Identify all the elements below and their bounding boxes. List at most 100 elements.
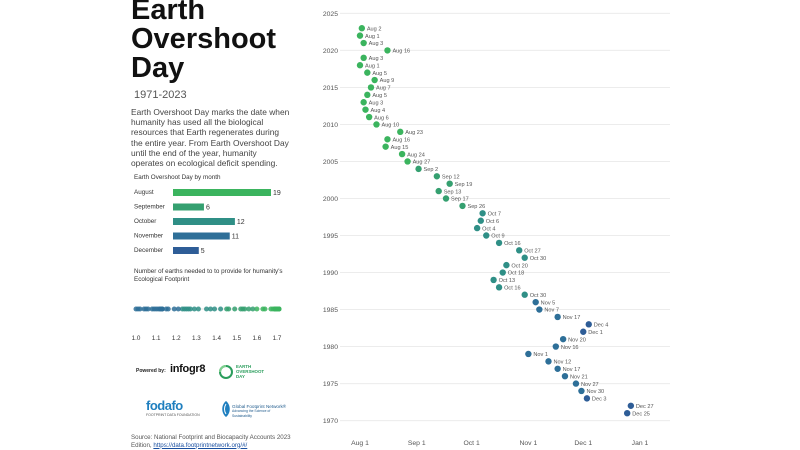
overshoot-day-logo-text: EARTH OVERSHOOT DAY (236, 364, 264, 379)
fodafo-wordmark: fodafo (146, 398, 183, 413)
data-point (433, 173, 441, 180)
y-tick-label: 1990 (323, 270, 338, 277)
point-label: Dec 4 (594, 323, 609, 329)
earth-dot (135, 306, 141, 312)
y-tick-label: 1970 (323, 418, 338, 425)
overshoot-day-scatter: 1970 1975 1980 1985 1990 1995 2000 2005 2010 2015… (323, 11, 670, 447)
overshoot-day-logo[interactable]: EARTH OVERSHOOT DAY (218, 363, 290, 383)
data-point (499, 269, 506, 276)
point-label: Aug 3 (369, 56, 384, 62)
point-label: Nov 21 (570, 374, 588, 380)
y-tick-label: 1995 (323, 233, 338, 240)
source-link[interactable]: https://data.footprintnetwork.org/#/ (153, 441, 248, 449)
point-label: Aug 5 (372, 71, 387, 77)
month-bar-chart: August 19 September 6 October 12 November 11 Dec… (134, 189, 281, 255)
earths-tick-label: 1.6 (252, 335, 261, 342)
data-point (373, 121, 380, 128)
point-label: Aug 10 (381, 123, 399, 129)
point-label: Nov 7 (544, 308, 559, 314)
point-label: Nov 5 (541, 300, 556, 306)
data-point (559, 335, 567, 343)
data-point (532, 298, 539, 306)
bar-category-label: December (134, 247, 163, 254)
earth-dot (232, 306, 238, 312)
data-point (536, 306, 543, 313)
data-point (516, 247, 523, 254)
earth-dot (272, 306, 278, 312)
point-label: Dec 27 (636, 404, 654, 410)
data-point (525, 350, 532, 358)
point-label: Oct 4 (482, 226, 495, 232)
point-label: Nov 30 (586, 389, 604, 395)
data-point (503, 261, 510, 269)
page-title: Earth Overshoot Day (131, 0, 276, 83)
y-tick-label: 1980 (323, 344, 338, 351)
point-label: Aug 24 (407, 152, 425, 158)
point-label: Aug 4 (370, 108, 385, 114)
data-point (554, 365, 561, 372)
title-line-3: Day (131, 52, 185, 84)
bar (173, 203, 204, 211)
title-line-2: Overshoot (131, 23, 277, 55)
data-point (552, 343, 560, 350)
data-point (473, 224, 481, 232)
bar (173, 189, 271, 196)
infogr8-logo[interactable]: infogr8 (170, 363, 206, 375)
data-point (583, 395, 591, 402)
earth-dot (149, 306, 155, 312)
globe-icon (222, 401, 230, 417)
earth-dot (246, 306, 252, 312)
data-point (627, 402, 635, 409)
fodafo-logo[interactable]: fodafo FOOTPRINT DATA FOUNDATION (146, 398, 206, 424)
earth-dot (268, 306, 274, 312)
earths-tick-label: 1.7 (273, 335, 282, 342)
y-tick-label: 2015 (323, 85, 338, 92)
point-label: Aug 3 (369, 41, 384, 47)
earth-dot (159, 306, 165, 312)
gfn-logo[interactable]: Global Footprint Network® Advancing the … (220, 396, 290, 422)
data-point (358, 25, 366, 32)
point-label: Oct 20 (511, 263, 527, 269)
bar-value-label: 5 (201, 248, 205, 255)
point-label: Oct 16 (504, 286, 520, 292)
data-point (360, 99, 367, 106)
bar-category-label: November (134, 233, 163, 240)
point-label: Nov 17 (563, 315, 581, 321)
earth-dot (260, 306, 266, 312)
bar-value-label: 19 (273, 190, 281, 197)
earth-dot (238, 306, 244, 312)
point-label: Aug 1 (365, 34, 380, 40)
gfn-text: Global Footprint Network® Advancing the … (232, 404, 290, 419)
point-label: Oct 18 (508, 271, 524, 277)
point-label: Sep 12 (442, 174, 460, 180)
fodafo-subtitle: FOOTPRINT DATA FOUNDATION (146, 413, 200, 417)
info-panel: Earth Overshoot Day 1971-2023 Earth Over… (0, 0, 300, 450)
earth-dot (163, 306, 169, 312)
data-point (495, 239, 503, 247)
point-label: Aug 2 (367, 26, 382, 32)
point-label: Oct 16 (504, 241, 520, 247)
data-point (365, 113, 373, 121)
gfn-line-2: Advancing the Science of Sustainability (232, 409, 271, 418)
y-tick-label: 2005 (323, 159, 338, 166)
data-point (384, 136, 391, 143)
earth-dot (153, 306, 159, 312)
powered-by-label: Powered by: (136, 368, 166, 374)
data-point (483, 232, 490, 239)
point-label: Sep 17 (451, 197, 469, 203)
y-tick-label: 2025 (323, 11, 338, 18)
x-tick-label: Nov 1 (519, 440, 537, 447)
data-point (623, 409, 631, 417)
data-point (435, 187, 442, 195)
earth-dot (208, 306, 214, 312)
data-point (367, 84, 375, 91)
data-point (364, 69, 371, 76)
data-point (356, 32, 364, 39)
point-label: Aug 9 (380, 78, 395, 84)
point-label: Nov 27 (581, 382, 599, 388)
earths-tick-label: 1.3 (192, 335, 201, 342)
point-label: Oct 27 (524, 249, 540, 255)
sponsor-row: Powered by: infogr8 EARTH OVERSHOOT DAY (134, 363, 294, 383)
data-point (371, 76, 378, 84)
earths-tick-label: 1.2 (172, 335, 181, 342)
